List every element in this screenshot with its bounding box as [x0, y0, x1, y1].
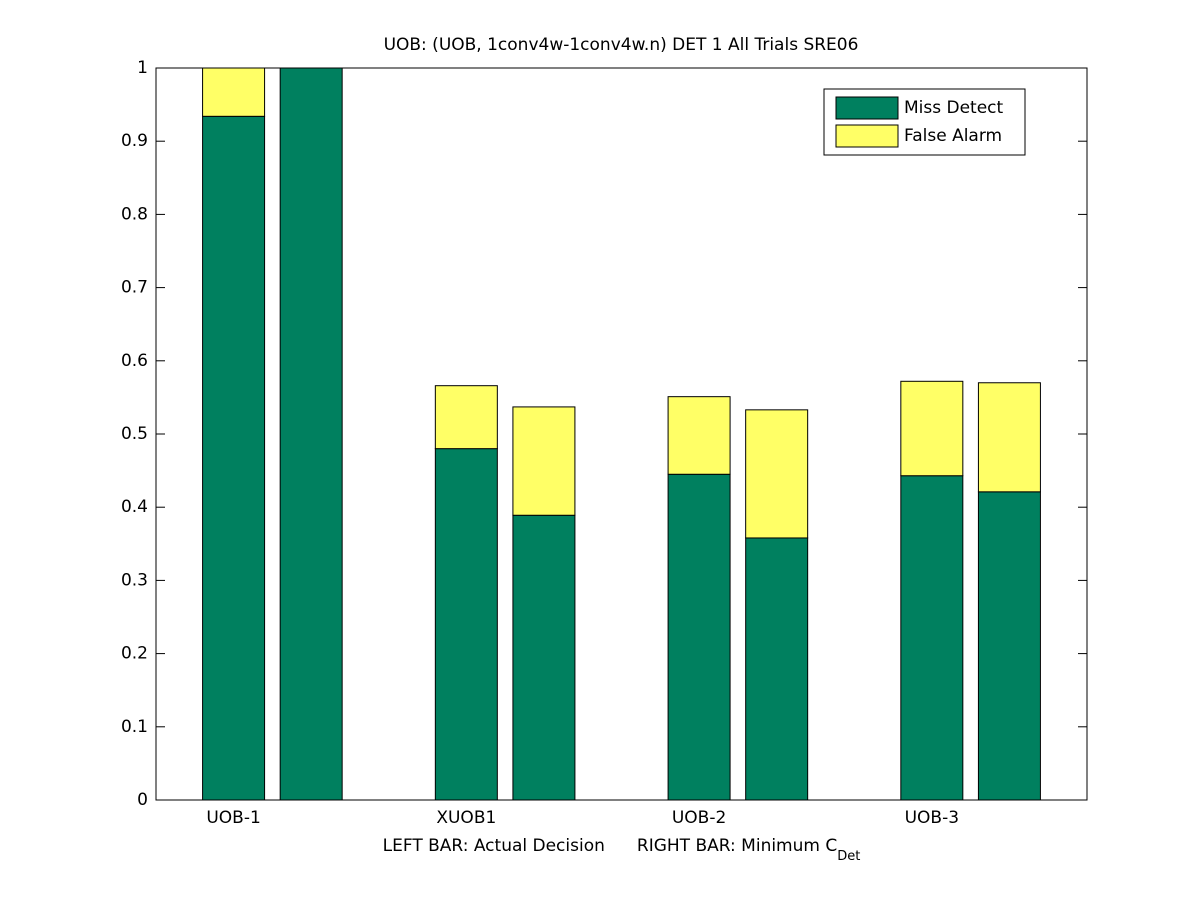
x-axis-label: LEFT BAR: Actual Decision RIGHT BAR: Mini… [383, 836, 861, 864]
x-tick-label: UOB-2 [672, 808, 726, 828]
y-tick-label: 0.6 [121, 351, 148, 371]
y-tick-label: 0.7 [121, 278, 148, 298]
legend-swatch [835, 96, 899, 120]
x-label-subscript: Det [837, 849, 860, 864]
bar-segment [512, 406, 576, 516]
y-tick-label: 0.3 [121, 570, 148, 590]
x-tick-label: UOB-1 [206, 808, 260, 828]
bar-segment [202, 115, 266, 801]
legend-label: Miss Detect [904, 98, 1004, 118]
legend-label: False Alarm [904, 126, 1002, 146]
x-label-right: RIGHT BAR: Minimum C [637, 836, 837, 856]
bar-segment [279, 67, 343, 801]
bar-segment [900, 475, 964, 801]
y-tick-label: 0.4 [121, 497, 148, 517]
y-tick-label: 0.5 [121, 424, 148, 444]
y-tick-label: 1 [137, 58, 148, 78]
bar-segment [202, 67, 266, 117]
bar-segment [434, 448, 498, 801]
legend-swatch [835, 124, 899, 148]
x-label-left: LEFT BAR: Actual Decision [383, 836, 605, 856]
legend: Miss Detect False Alarm [823, 88, 1026, 156]
bar-segment [745, 409, 809, 539]
y-tick-label: 0.2 [121, 644, 148, 664]
bar-segment [977, 382, 1041, 493]
bar-segment [900, 380, 964, 477]
y-tick-label: 0.1 [121, 717, 148, 737]
x-tick-label: XUOB1 [436, 808, 496, 828]
bar-segment [667, 473, 731, 801]
bar-segment [977, 491, 1041, 801]
chart-title: UOB: (UOB, 1conv4w-1conv4w.n) DET 1 All … [384, 35, 859, 55]
bar-segment [667, 396, 731, 475]
y-tick-label: 0 [137, 790, 148, 810]
y-tick-label: 0.9 [121, 131, 148, 151]
bar-segment [745, 537, 809, 801]
plot-area: UOB-1 XUOB1 UOB-2 UOB-3 0 0.1 0.2 0.3 0.4 0.5 0.6 0… [121, 58, 1088, 828]
bar-segment [512, 514, 576, 801]
y-tick-label: 0.8 [121, 204, 148, 224]
x-tick-label: UOB-3 [905, 808, 959, 828]
bar-segment [434, 385, 498, 450]
